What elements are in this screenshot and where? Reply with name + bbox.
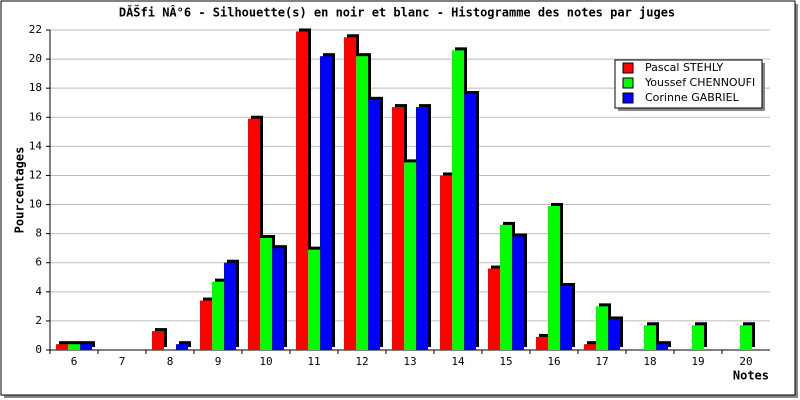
bar	[68, 344, 80, 350]
bar	[392, 107, 404, 350]
x-tick-label: 14	[451, 355, 465, 368]
x-tick-label: 10	[259, 355, 272, 368]
bar	[488, 268, 500, 350]
bar-shadow	[59, 341, 71, 347]
x-tick-label: 20	[739, 355, 752, 368]
y-tick-label: 2	[35, 314, 42, 327]
bar	[404, 162, 416, 350]
bar	[296, 31, 308, 350]
y-tick-label: 20	[29, 52, 42, 65]
y-tick-label: 8	[35, 227, 42, 240]
bar	[368, 99, 380, 351]
bar	[584, 344, 596, 350]
bar	[692, 325, 704, 350]
x-tick-label: 9	[215, 355, 222, 368]
x-tick-label: 11	[307, 355, 320, 368]
x-tick-label: 16	[547, 355, 560, 368]
x-tick-label: 15	[499, 355, 512, 368]
y-tick-label: 16	[29, 110, 42, 123]
bar	[452, 50, 464, 350]
y-tick-label: 12	[29, 168, 42, 181]
y-tick-label: 0	[35, 343, 42, 356]
bar	[224, 262, 236, 350]
y-tick-label: 6	[35, 256, 42, 269]
legend-swatch	[622, 62, 634, 74]
bar	[740, 325, 752, 350]
x-tick-label: 19	[691, 355, 704, 368]
bar-shadow	[71, 341, 83, 347]
x-tick-label: 18	[643, 355, 656, 368]
y-tick-label: 22	[29, 23, 42, 36]
bar-shadow	[587, 341, 599, 347]
legend-label: Corinne GABRIEL	[645, 91, 740, 104]
bar	[344, 37, 356, 350]
bar	[152, 331, 164, 350]
bar	[200, 300, 212, 350]
legend-label: Youssef CHENNOUFI	[644, 76, 755, 89]
bar	[596, 306, 608, 350]
y-tick-label: 4	[35, 285, 42, 298]
bar	[548, 206, 560, 350]
x-axis-label: Notes	[733, 369, 769, 383]
legend-label: Pascal STEHLY	[645, 61, 724, 74]
x-tick-label: 13	[403, 355, 416, 368]
bar	[656, 344, 668, 350]
bar	[416, 107, 428, 350]
legend-swatch	[622, 92, 634, 104]
bar	[248, 118, 260, 351]
y-tick-label: 18	[29, 81, 42, 94]
bar	[464, 94, 476, 350]
bar-shadow	[83, 341, 95, 347]
y-tick-label: 14	[29, 139, 43, 152]
y-tick-label: 10	[29, 198, 42, 211]
x-tick-label: 17	[595, 355, 608, 368]
y-axis-label: Pourcentages	[13, 147, 27, 234]
bar	[80, 344, 92, 350]
bar	[260, 238, 272, 350]
bar	[500, 224, 512, 350]
bar	[56, 344, 68, 350]
x-tick-label: 6	[71, 355, 78, 368]
bar-shadow	[659, 341, 671, 347]
bar	[212, 281, 224, 350]
x-tick-label: 8	[167, 355, 174, 368]
bar	[440, 175, 452, 350]
x-tick-label: 7	[119, 355, 126, 368]
bar	[608, 319, 620, 350]
bar	[356, 56, 368, 350]
legend-swatch	[622, 77, 634, 89]
legend	[614, 59, 763, 109]
bar	[308, 249, 320, 350]
bar-shadow	[179, 341, 191, 347]
x-tick-label: 12	[355, 355, 368, 368]
bar	[560, 286, 572, 350]
bar	[176, 344, 188, 350]
bar	[512, 236, 524, 350]
bar	[644, 325, 656, 350]
bar	[320, 56, 332, 350]
bar	[272, 248, 284, 350]
chart-title: DĂŠfi NÂ°6 - Silhouette(s) en noir et bl…	[119, 5, 675, 20]
bar	[536, 336, 548, 350]
